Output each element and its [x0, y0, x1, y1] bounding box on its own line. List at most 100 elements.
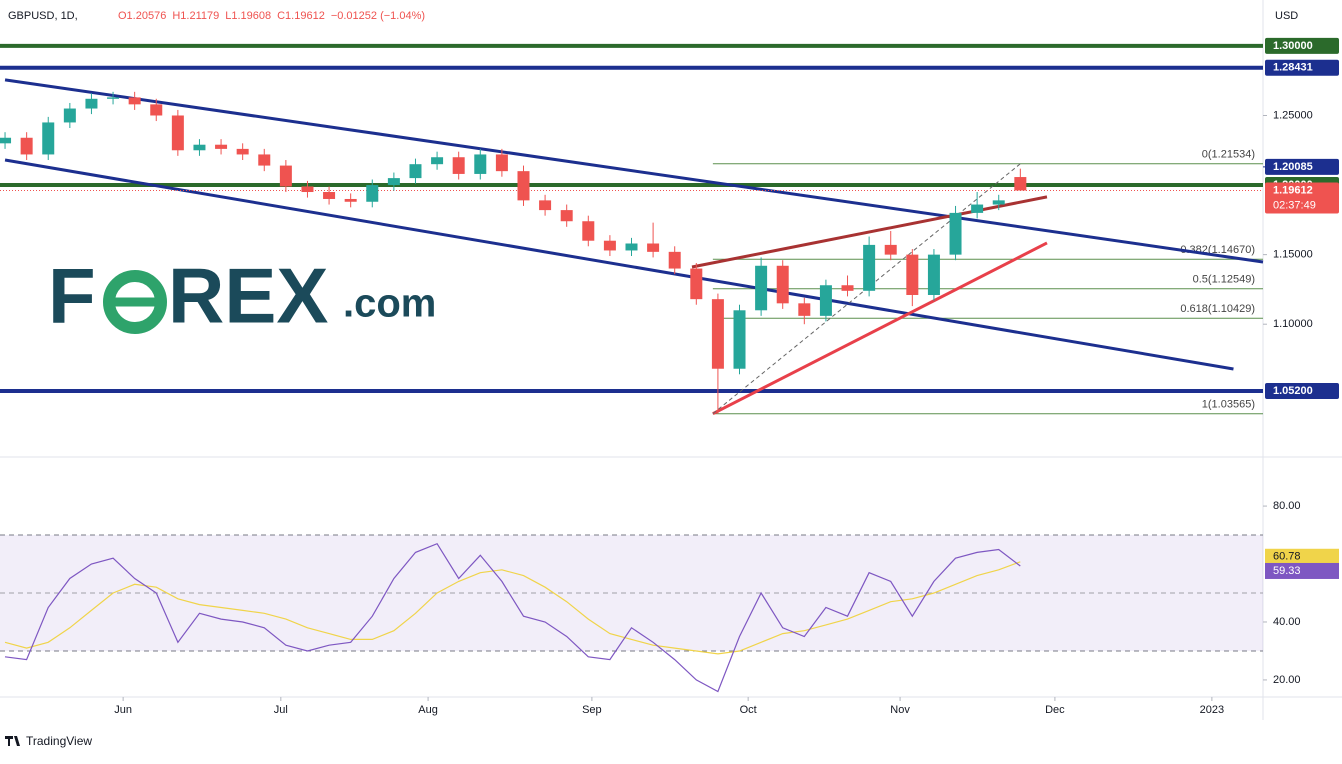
candle-body [755, 265, 768, 311]
ohlc-value: −0.01252 (−1.04%) [331, 10, 425, 22]
last-price-box [1265, 182, 1339, 214]
watermark: F REX .com [48, 252, 436, 340]
candle-body [971, 204, 984, 213]
candle-body [582, 221, 595, 241]
candle-body [171, 115, 184, 151]
candle-body [863, 244, 876, 291]
candle-body [258, 154, 271, 166]
candle-body [776, 265, 789, 304]
candle-body [603, 240, 616, 251]
x-tick-label: Jul [274, 704, 288, 716]
candle-body [63, 108, 76, 123]
x-tick-label: Sep [582, 704, 602, 716]
candle-body [236, 148, 249, 155]
candle-body [517, 171, 530, 201]
y-tick-label: 1.10000 [1273, 318, 1313, 330]
y-tick-label: 1.15000 [1273, 249, 1313, 261]
candle-body [323, 192, 336, 199]
candle-body [992, 200, 1005, 205]
x-tick-label: Oct [740, 704, 757, 716]
x-tick-label: Dec [1045, 704, 1065, 716]
candle-body [431, 157, 444, 165]
fib-label: 0.618(1.10429) [1180, 303, 1255, 315]
candle-body [20, 137, 33, 155]
trendline [4, 158, 1234, 371]
level-label: 1.05200 [1273, 385, 1313, 397]
rsi-last-box [1265, 548, 1339, 565]
candle-body [279, 165, 292, 187]
candle-body [539, 200, 552, 211]
symbol: GBPUSD, 1D, [8, 10, 78, 22]
rsi-line [4, 542, 1021, 693]
level-label: 1.30000 [1273, 40, 1313, 52]
countdown: 02:37:49 [1273, 199, 1316, 211]
candle-body [150, 104, 163, 116]
rsi-line [4, 561, 1021, 655]
candle-body [452, 157, 465, 174]
candle-body [668, 251, 681, 269]
candle-body [474, 154, 487, 174]
candle-body [798, 303, 811, 316]
candle-body [690, 268, 703, 300]
watermark-text: .com [343, 282, 436, 326]
tv-logo: TradingView [5, 734, 92, 748]
marker-level-label-box [1265, 158, 1339, 175]
level-label-box [1265, 59, 1339, 76]
level-label-box [1265, 37, 1339, 54]
marker-level-label: 1.20085 [1273, 161, 1313, 173]
y-tick-label: 1.25000 [1273, 109, 1313, 121]
x-tick-label: Nov [890, 704, 910, 716]
ohlc-value: L1.19608 [225, 10, 271, 22]
rsi-last-label: 60.78 [1273, 551, 1301, 563]
trendline [4, 78, 1264, 264]
candle-body [42, 122, 55, 155]
y-tick-label: 20.00 [1273, 674, 1301, 686]
watermark-icon [103, 270, 167, 334]
x-tick-label: Jun [114, 704, 132, 716]
candle-body [733, 310, 746, 369]
candle-body [819, 285, 832, 316]
ohlc-value: O1.20576 [118, 10, 166, 22]
candle-body [215, 144, 228, 149]
candle-body [625, 243, 638, 251]
watermark-text: REX [168, 252, 328, 340]
last-price-label: 1.19612 [1273, 184, 1313, 196]
candle-body [495, 154, 508, 172]
candle-body [884, 244, 897, 255]
candle-body [560, 210, 573, 222]
candle-body [107, 97, 120, 99]
tv-icon [5, 736, 20, 746]
watermark-text: F [48, 252, 96, 340]
candle-body [387, 178, 400, 186]
candle-body [0, 137, 12, 144]
candle-body [366, 185, 379, 202]
level-label: 1.28431 [1273, 62, 1313, 74]
candle-body [128, 97, 141, 105]
level-label-box [1265, 382, 1339, 399]
ohlc-value: H1.21179 [172, 10, 219, 22]
candle-body [906, 254, 919, 295]
rsi-last-box [1265, 562, 1339, 579]
candle-body [409, 164, 422, 179]
candle-body [949, 212, 962, 255]
candle-body [647, 243, 660, 252]
fib-label: 0(1.21534) [1202, 149, 1255, 161]
candle-body [1014, 177, 1027, 191]
y-tick-label: 80.00 [1273, 500, 1301, 512]
currency: USD [1275, 10, 1298, 22]
y-tick-label: 40.00 [1273, 616, 1301, 628]
trendline [712, 241, 1048, 416]
candle-body [193, 144, 206, 151]
candle-body [85, 98, 98, 109]
footer: TradingView [26, 734, 92, 748]
trendline [691, 195, 1048, 269]
x-tick-label: Aug [418, 704, 438, 716]
candle-body [711, 299, 724, 369]
candle-body [344, 198, 357, 202]
fib-label: 1(1.03565) [1202, 399, 1255, 411]
fib-label: 0.5(1.12549) [1193, 274, 1255, 286]
candle-body [927, 254, 940, 295]
candle-body [841, 285, 854, 291]
